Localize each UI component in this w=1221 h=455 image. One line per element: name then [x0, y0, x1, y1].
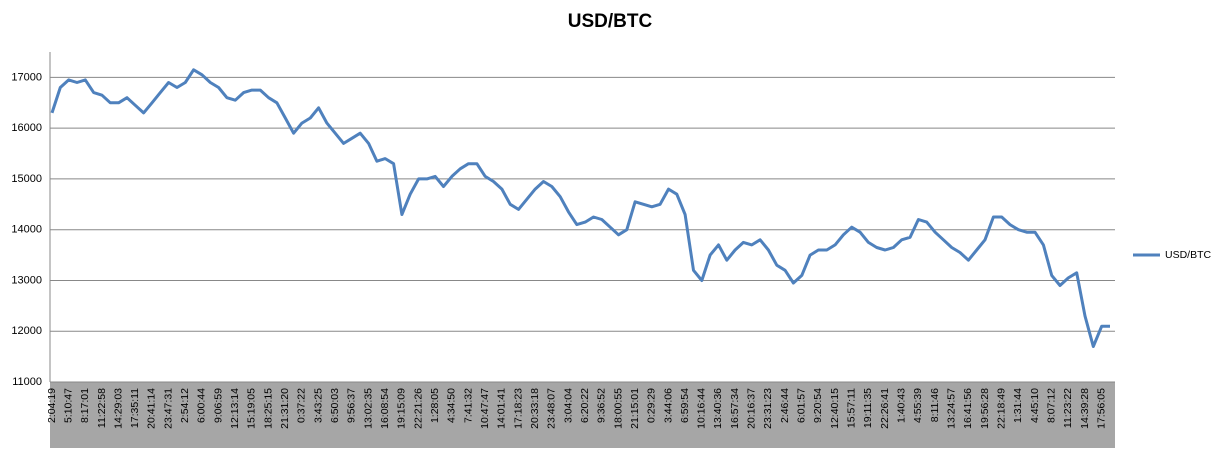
- x-tick-label: 22:18:49: [995, 388, 1007, 429]
- y-tick-label: 13000: [11, 274, 42, 286]
- x-tick-label: 9:20:54: [812, 388, 824, 423]
- x-tick-label: 14:29:03: [112, 388, 124, 429]
- x-tick-label: 2:46:44: [779, 388, 791, 423]
- x-tick-label: 21:31:20: [279, 388, 291, 429]
- x-tick-label: 18:25:15: [262, 388, 274, 429]
- x-tick-label: 19:56:28: [979, 388, 991, 429]
- x-tick-label: 19:11:35: [862, 388, 874, 428]
- x-tick-label: 20:16:37: [746, 388, 758, 429]
- x-tick-label: 8:11:46: [929, 388, 941, 422]
- x-tick-label: 6:59:54: [679, 388, 691, 423]
- x-axis-band: [50, 382, 1115, 448]
- x-tick-label: 6:50:03: [329, 388, 341, 423]
- x-tick-label: 1:40:43: [896, 388, 908, 423]
- x-tick-label: 21:15:01: [629, 388, 641, 429]
- x-tick-label: 13:24:57: [945, 388, 957, 429]
- y-tick-label: 17000: [11, 71, 42, 83]
- x-tick-label: 6:20:22: [579, 388, 591, 423]
- x-tick-label: 0:37:22: [296, 388, 308, 423]
- x-tick-label: 13:02:35: [362, 388, 374, 429]
- x-tick-label: 8:07:12: [1045, 388, 1057, 423]
- x-tick-label: 2:04:19: [46, 388, 58, 423]
- x-tick-label: 14:01:41: [496, 388, 508, 429]
- x-tick-label: 15:19:05: [246, 388, 258, 429]
- y-tick-label: 16000: [11, 122, 42, 134]
- legend-label: USD/BTC: [1165, 249, 1212, 261]
- x-tick-label: 4:55:39: [912, 388, 924, 423]
- x-tick-label: 11:22:58: [96, 388, 108, 428]
- x-tick-label: 9:56:37: [346, 388, 358, 423]
- chart-title: USD/BTC: [568, 11, 653, 32]
- x-tick-label: 22:26:41: [879, 388, 891, 429]
- x-tick-label: 15:57:11: [846, 388, 858, 428]
- x-tick-label: 2:54:12: [179, 388, 191, 423]
- x-tick-label: 17:18:23: [512, 388, 524, 429]
- x-tick-label: 6:00:44: [196, 388, 208, 423]
- x-tick-label: 23:31:23: [762, 388, 774, 429]
- x-tick-label: 16:57:34: [729, 388, 741, 429]
- x-tick-label: 13:40:36: [712, 388, 724, 429]
- y-tick-label: 15000: [11, 173, 42, 185]
- x-tick-label: 3:43:25: [312, 388, 324, 423]
- y-tick-label: 14000: [11, 224, 42, 236]
- x-tick-label: 17:56:05: [1095, 388, 1107, 429]
- x-tick-label: 8:17:01: [79, 388, 91, 423]
- x-tick-label: 14:39:28: [1079, 388, 1091, 429]
- x-tick-label: 6:01:57: [796, 388, 808, 423]
- x-tick-label: 20:41:14: [146, 388, 158, 429]
- x-tick-label: 0:29:29: [646, 388, 658, 423]
- x-tick-label: 17:35:11: [129, 388, 141, 428]
- y-tick-label: 11000: [12, 376, 42, 388]
- x-tick-label: 16:41:56: [962, 388, 974, 429]
- x-tick-label: 18:00:55: [612, 388, 624, 429]
- x-tick-label: 23:47:31: [162, 388, 174, 429]
- x-tick-label: 4:45:10: [1029, 388, 1041, 423]
- x-tick-label: 11:23:22: [1062, 388, 1074, 428]
- x-tick-label: 22:21:26: [412, 388, 424, 429]
- x-tick-label: 3:44:06: [662, 388, 674, 423]
- x-tick-label: 9:36:52: [596, 388, 608, 423]
- x-tick-label: 10:47:47: [479, 388, 491, 429]
- x-tick-label: 12:13:14: [229, 388, 241, 429]
- x-tick-label: 7:41:32: [462, 388, 474, 423]
- x-tick-label: 4:34:50: [446, 388, 458, 423]
- line-series: [50, 68, 1110, 348]
- x-tick-label: 16:08:54: [379, 388, 391, 429]
- x-tick-label: 20:33:18: [529, 388, 541, 429]
- x-tick-label: 12:40:15: [829, 388, 841, 429]
- x-tick-label: 23:48:07: [546, 388, 558, 429]
- x-tick-label: 3:04:04: [562, 388, 574, 423]
- x-tick-label: 9:06:59: [212, 388, 224, 423]
- x-tick-label: 1:28:05: [429, 388, 441, 423]
- x-tick-label: 1:31:44: [1012, 388, 1024, 423]
- x-tick-label: 19:15:09: [396, 388, 408, 429]
- x-tick-label: 10:16:44: [696, 388, 708, 429]
- y-tick-label: 12000: [11, 325, 42, 337]
- x-tick-label: 5:10:47: [62, 388, 74, 423]
